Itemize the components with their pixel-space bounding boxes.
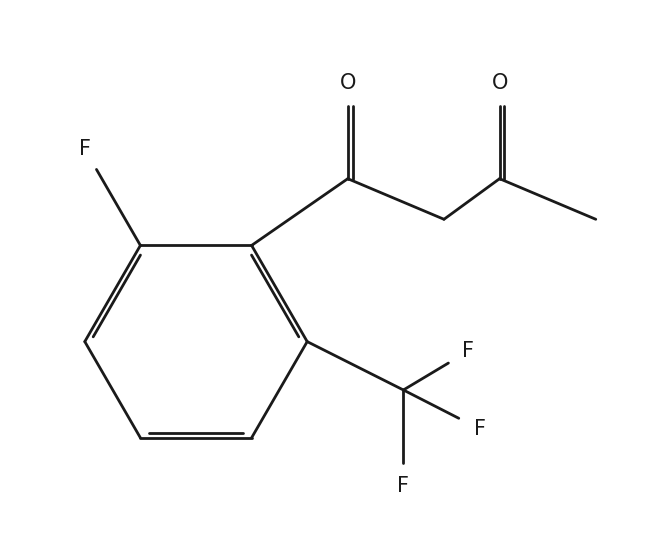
Text: F: F [79,139,91,159]
Text: F: F [462,341,474,361]
Text: O: O [491,72,508,93]
Text: F: F [474,419,486,439]
Text: F: F [397,476,409,496]
Text: O: O [340,72,356,93]
